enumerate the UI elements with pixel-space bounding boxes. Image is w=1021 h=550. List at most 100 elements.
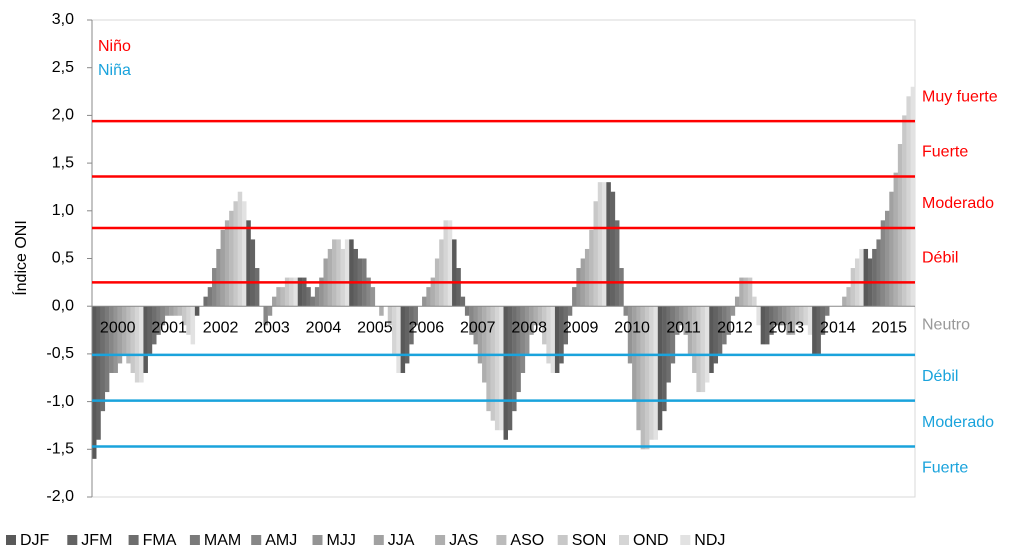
bar <box>254 268 260 307</box>
bar <box>490 306 496 421</box>
bar <box>314 287 320 307</box>
legend-swatch <box>373 535 384 545</box>
bar <box>430 277 436 307</box>
bar <box>764 306 770 345</box>
bar <box>674 306 680 335</box>
bar <box>533 306 538 326</box>
bar <box>503 306 508 440</box>
bar <box>220 229 226 307</box>
x-tick-label: 2003 <box>254 319 290 336</box>
bar <box>152 306 157 345</box>
bar <box>130 306 136 373</box>
bar <box>92 306 97 459</box>
x-tick-label: 2008 <box>511 319 547 336</box>
bar <box>516 306 521 393</box>
bar <box>460 296 466 307</box>
bar <box>889 191 894 307</box>
legend-label: MJJ <box>327 532 356 549</box>
bar <box>666 306 671 383</box>
bar <box>790 306 796 335</box>
bar <box>250 239 256 307</box>
y-tick-label: 0,0 <box>52 297 74 314</box>
bar <box>100 306 106 412</box>
bar <box>207 287 213 307</box>
bar <box>687 306 693 354</box>
bar <box>709 306 714 373</box>
bar <box>156 306 161 335</box>
bar <box>194 306 200 316</box>
bar <box>546 306 551 364</box>
legend-swatch <box>435 535 446 545</box>
reference-label: Débil <box>922 250 958 267</box>
legend-label: ASO <box>510 532 544 549</box>
bar <box>739 277 744 307</box>
bar <box>786 306 791 335</box>
legend-label: OND <box>633 532 669 549</box>
bar <box>846 287 851 307</box>
bar <box>563 306 568 345</box>
bar <box>212 268 217 307</box>
legend-swatch <box>496 535 507 545</box>
bar <box>122 306 127 354</box>
bar <box>542 306 547 345</box>
bar <box>353 248 358 307</box>
bar <box>507 306 513 431</box>
bar <box>726 306 731 335</box>
bar <box>824 306 830 316</box>
y-tick-label: 1,0 <box>52 202 74 219</box>
y-tick-label: -1,0 <box>46 393 74 410</box>
bar <box>109 306 114 373</box>
bar <box>139 306 144 383</box>
bar <box>820 306 826 335</box>
x-tick-label: 2000 <box>100 319 136 336</box>
bar <box>777 306 783 326</box>
bar <box>700 306 706 393</box>
bar <box>494 306 500 431</box>
bar <box>332 239 337 307</box>
bar <box>554 306 560 373</box>
x-tick-label: 2010 <box>614 319 650 336</box>
x-tick-label: 2015 <box>871 319 907 336</box>
bar <box>456 268 461 307</box>
bar <box>319 277 324 307</box>
bar <box>619 268 624 307</box>
bar <box>143 306 148 373</box>
bar <box>734 296 740 307</box>
bar <box>134 306 140 383</box>
bar <box>272 296 277 307</box>
bar <box>229 210 234 307</box>
legend-label: DJF <box>20 532 50 549</box>
bar <box>704 306 710 383</box>
reference-label: Moderado <box>922 195 994 212</box>
bar <box>863 248 869 307</box>
bar <box>464 306 470 316</box>
bar <box>752 296 757 307</box>
bar <box>593 201 599 307</box>
bar <box>657 306 663 431</box>
y-tick-label: -1,5 <box>46 441 74 458</box>
reference-label: Débil <box>922 368 958 385</box>
bar <box>559 306 564 364</box>
bar <box>473 306 478 345</box>
legend-swatch <box>128 535 139 545</box>
x-tick-label: 2005 <box>357 319 393 336</box>
legend-swatch <box>680 535 691 545</box>
bar <box>413 306 418 326</box>
legend-label: FMA <box>143 532 177 549</box>
bar <box>439 239 444 307</box>
bar <box>756 306 761 326</box>
bar <box>233 201 238 307</box>
bar <box>237 191 243 307</box>
y-tick-label: 3,0 <box>52 11 74 28</box>
legend-swatch <box>6 535 16 545</box>
legend-swatch <box>619 535 629 545</box>
x-tick-label: 2001 <box>151 319 187 336</box>
bar <box>692 306 697 373</box>
bar <box>306 287 311 307</box>
x-tick-label: 2012 <box>717 319 753 336</box>
bar <box>662 306 667 412</box>
bar <box>610 191 616 307</box>
bar <box>216 248 221 307</box>
bar <box>164 306 170 316</box>
legend-label: JFM <box>81 532 112 549</box>
